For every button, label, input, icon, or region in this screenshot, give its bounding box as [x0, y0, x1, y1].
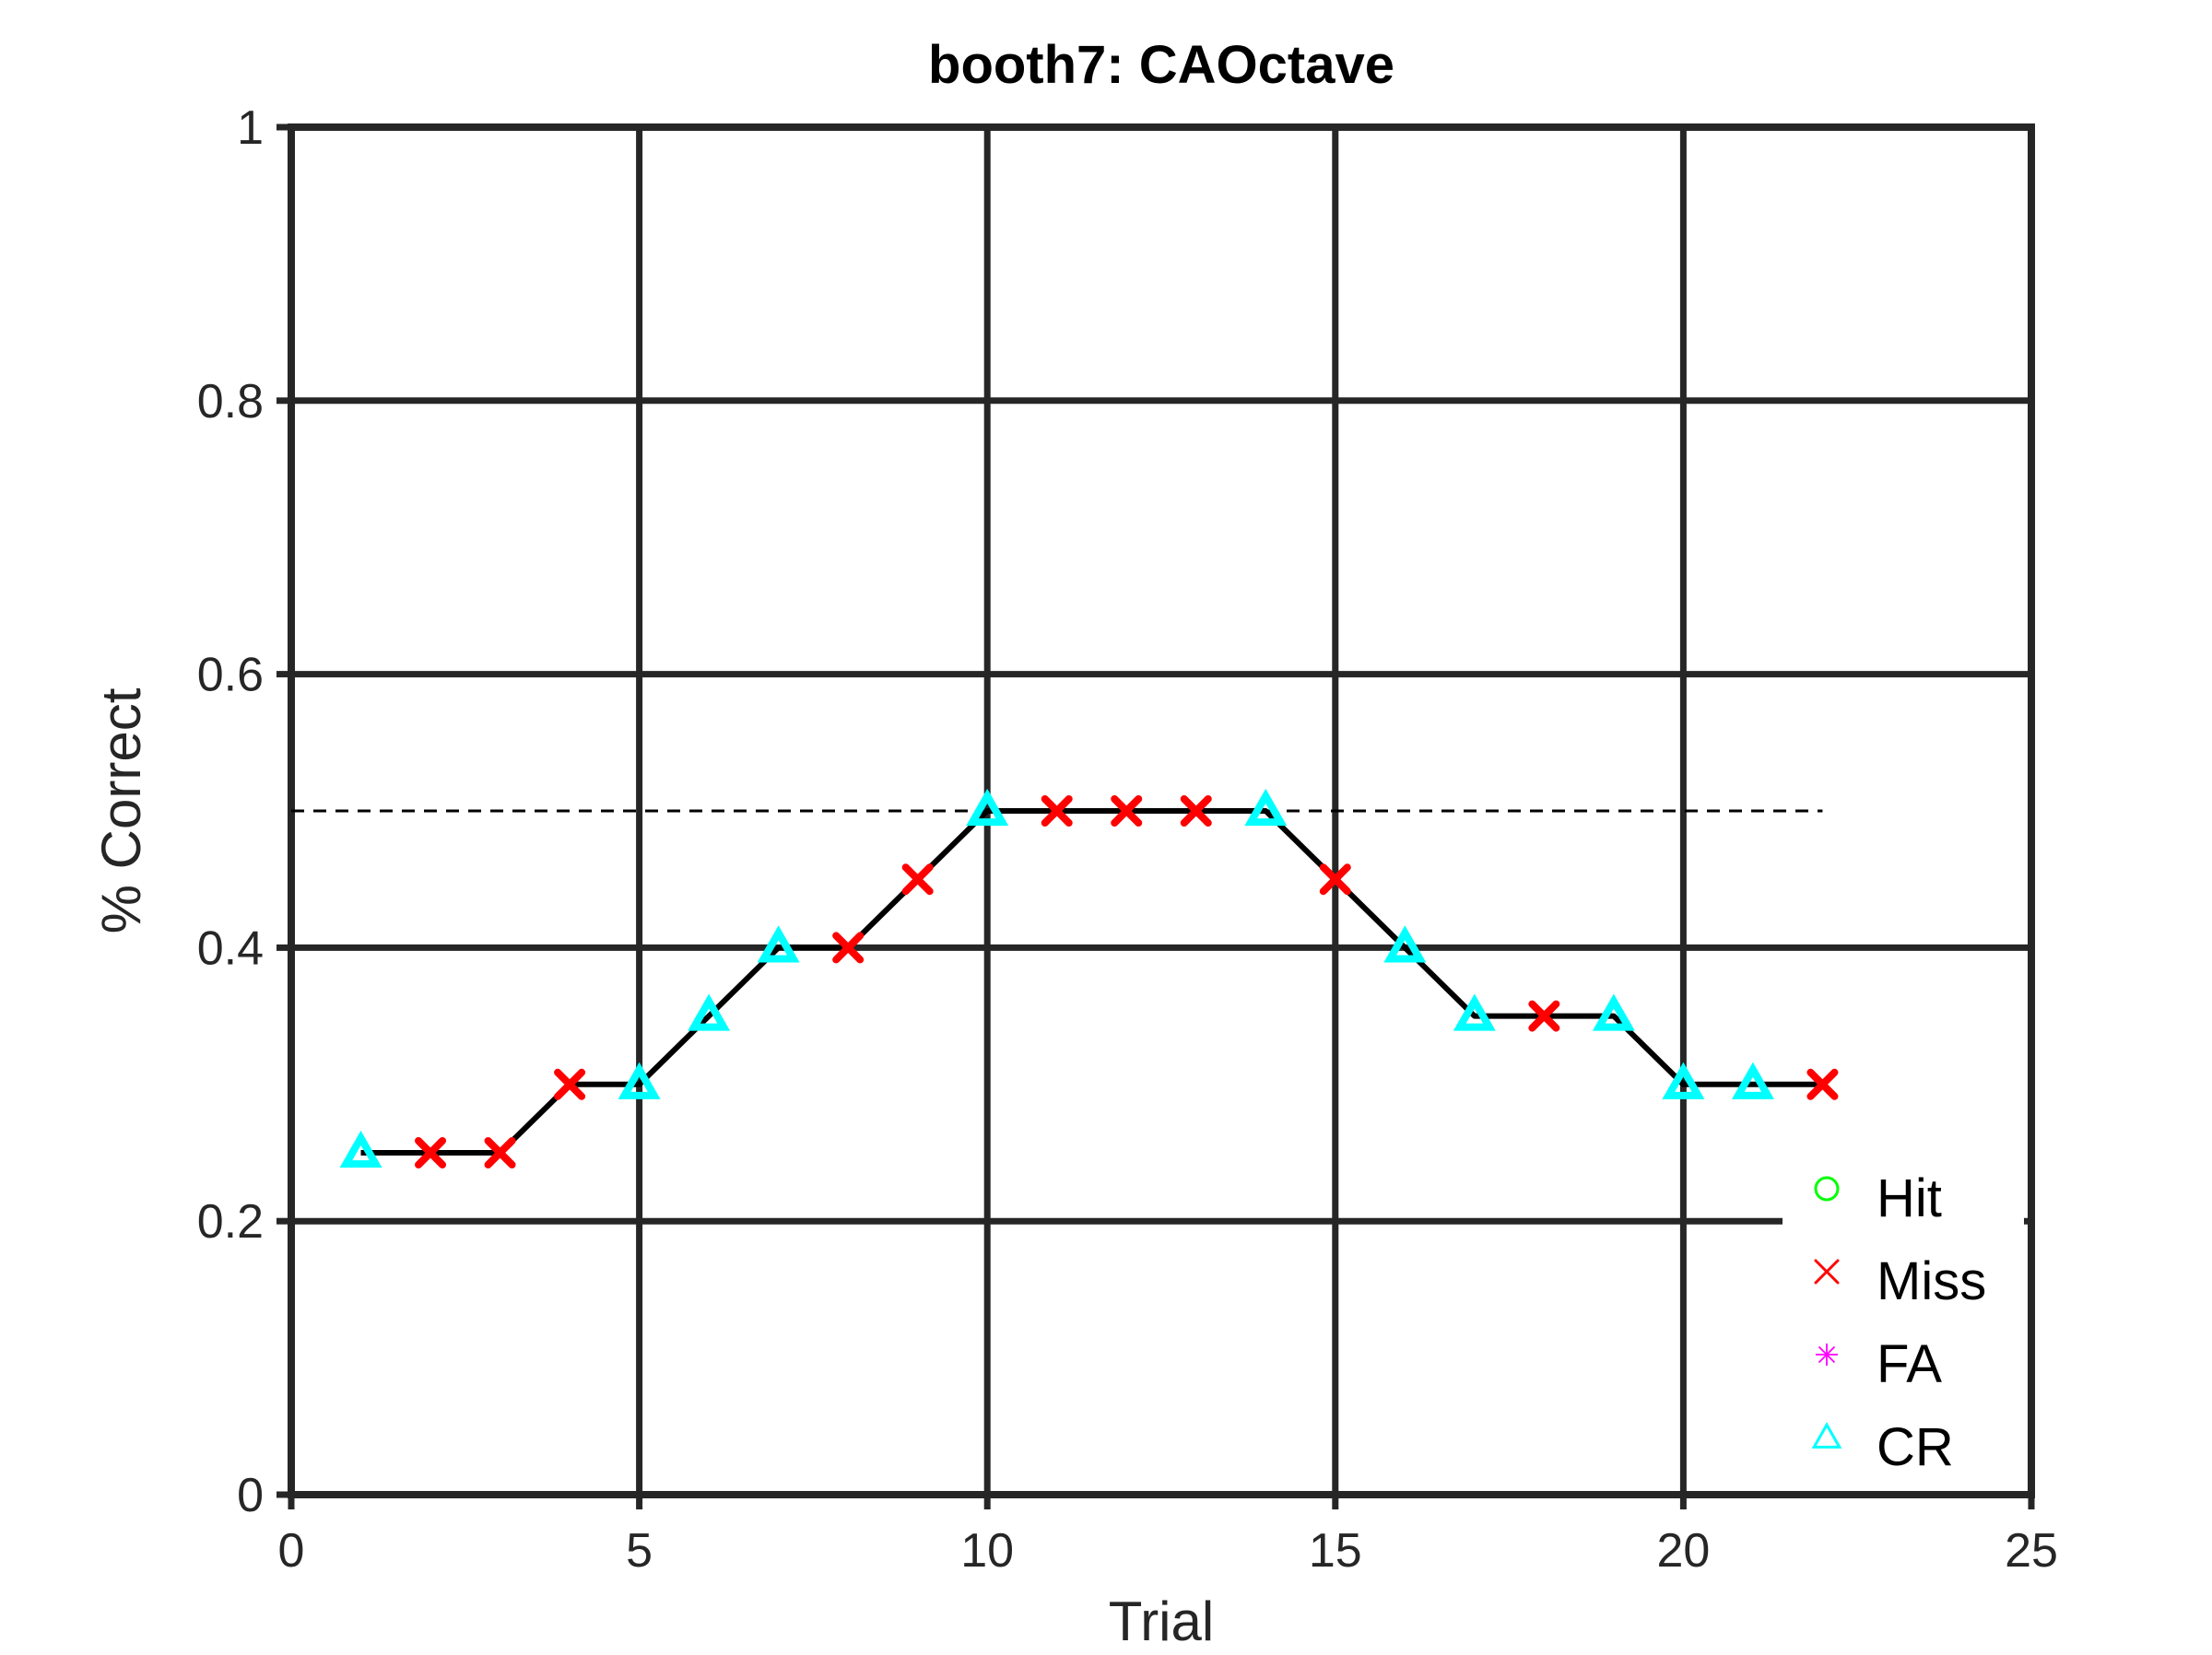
x-tick-label: 25 — [2005, 1524, 2058, 1578]
marker-cr-trial-20 — [1662, 1062, 1705, 1099]
y-tick-label: 0.2 — [197, 1195, 264, 1249]
marker-miss-trial-2 — [415, 1137, 447, 1168]
marker-cr-trial-21 — [1731, 1062, 1774, 1099]
marker-miss-trial-9 — [901, 863, 934, 896]
legend-label-cr: CR — [1877, 1417, 1954, 1477]
x-tick-label: 5 — [626, 1524, 653, 1578]
x-tick-label: 15 — [1309, 1524, 1362, 1578]
series-line-group — [360, 808, 1823, 1156]
marker-cr-trial-1 — [339, 1130, 382, 1168]
x-tick-labels: 0 5 10 15 20 25 — [278, 1524, 2058, 1578]
legend: Hit Miss FA CR — [1783, 1163, 2024, 1491]
marker-miss-trial-22 — [1806, 1068, 1839, 1100]
marker-miss-trial-15 — [1319, 863, 1351, 896]
marker-miss-trial-12 — [1111, 795, 1143, 827]
marker-cr-trial-16 — [1383, 925, 1427, 963]
y-tick-label: 0.4 — [197, 921, 264, 975]
series-line — [360, 808, 1823, 1156]
marker-miss-trial-13 — [1180, 795, 1212, 827]
marker-miss-trial-4 — [554, 1068, 586, 1100]
marker-cr-trial-5 — [618, 1062, 661, 1099]
marker-miss-trial-11 — [1041, 795, 1073, 827]
y-tick-label: 0.8 — [197, 375, 264, 428]
marker-cr-trial-17 — [1453, 993, 1496, 1031]
x-tick-label: 10 — [960, 1524, 1014, 1578]
legend-label-hit: Hit — [1877, 1168, 1942, 1228]
marker-miss-trial-8 — [832, 932, 865, 964]
legend-label-fa: FA — [1877, 1334, 1942, 1394]
marker-cr-trial-10 — [966, 788, 1009, 827]
chart-title: booth7: CAOctave — [928, 35, 1394, 95]
y-axis-label: % Correct — [90, 687, 152, 933]
legend-box — [1783, 1163, 2024, 1491]
legend-marker-cr — [1811, 1422, 1842, 1449]
y-tick-label: 0.6 — [197, 649, 264, 702]
y-tick-label: 1 — [237, 101, 264, 155]
marker-cr-trial-19 — [1592, 993, 1635, 1031]
marker-miss-trial-3 — [484, 1137, 516, 1168]
marker-cr-trial-14 — [1244, 788, 1288, 827]
y-tick-labels: 0 0.2 0.4 0.6 0.8 1 — [197, 101, 264, 1522]
legend-marker-fa — [1816, 1344, 1838, 1366]
marker-cr-trial-7 — [757, 925, 800, 963]
legend-marker-miss — [1814, 1259, 1840, 1285]
marker-cr-trial-6 — [688, 993, 731, 1031]
markers — [339, 788, 1839, 1168]
marker-miss-trial-18 — [1528, 1000, 1560, 1032]
y-tick-label: 0 — [237, 1469, 264, 1522]
legend-marker-hit — [1814, 1176, 1840, 1202]
legend-label-miss: Miss — [1877, 1251, 1986, 1311]
x-axis-label: Trial — [1109, 1590, 1214, 1652]
x-tick-label: 20 — [1656, 1524, 1710, 1578]
x-tick-label: 0 — [278, 1524, 305, 1578]
